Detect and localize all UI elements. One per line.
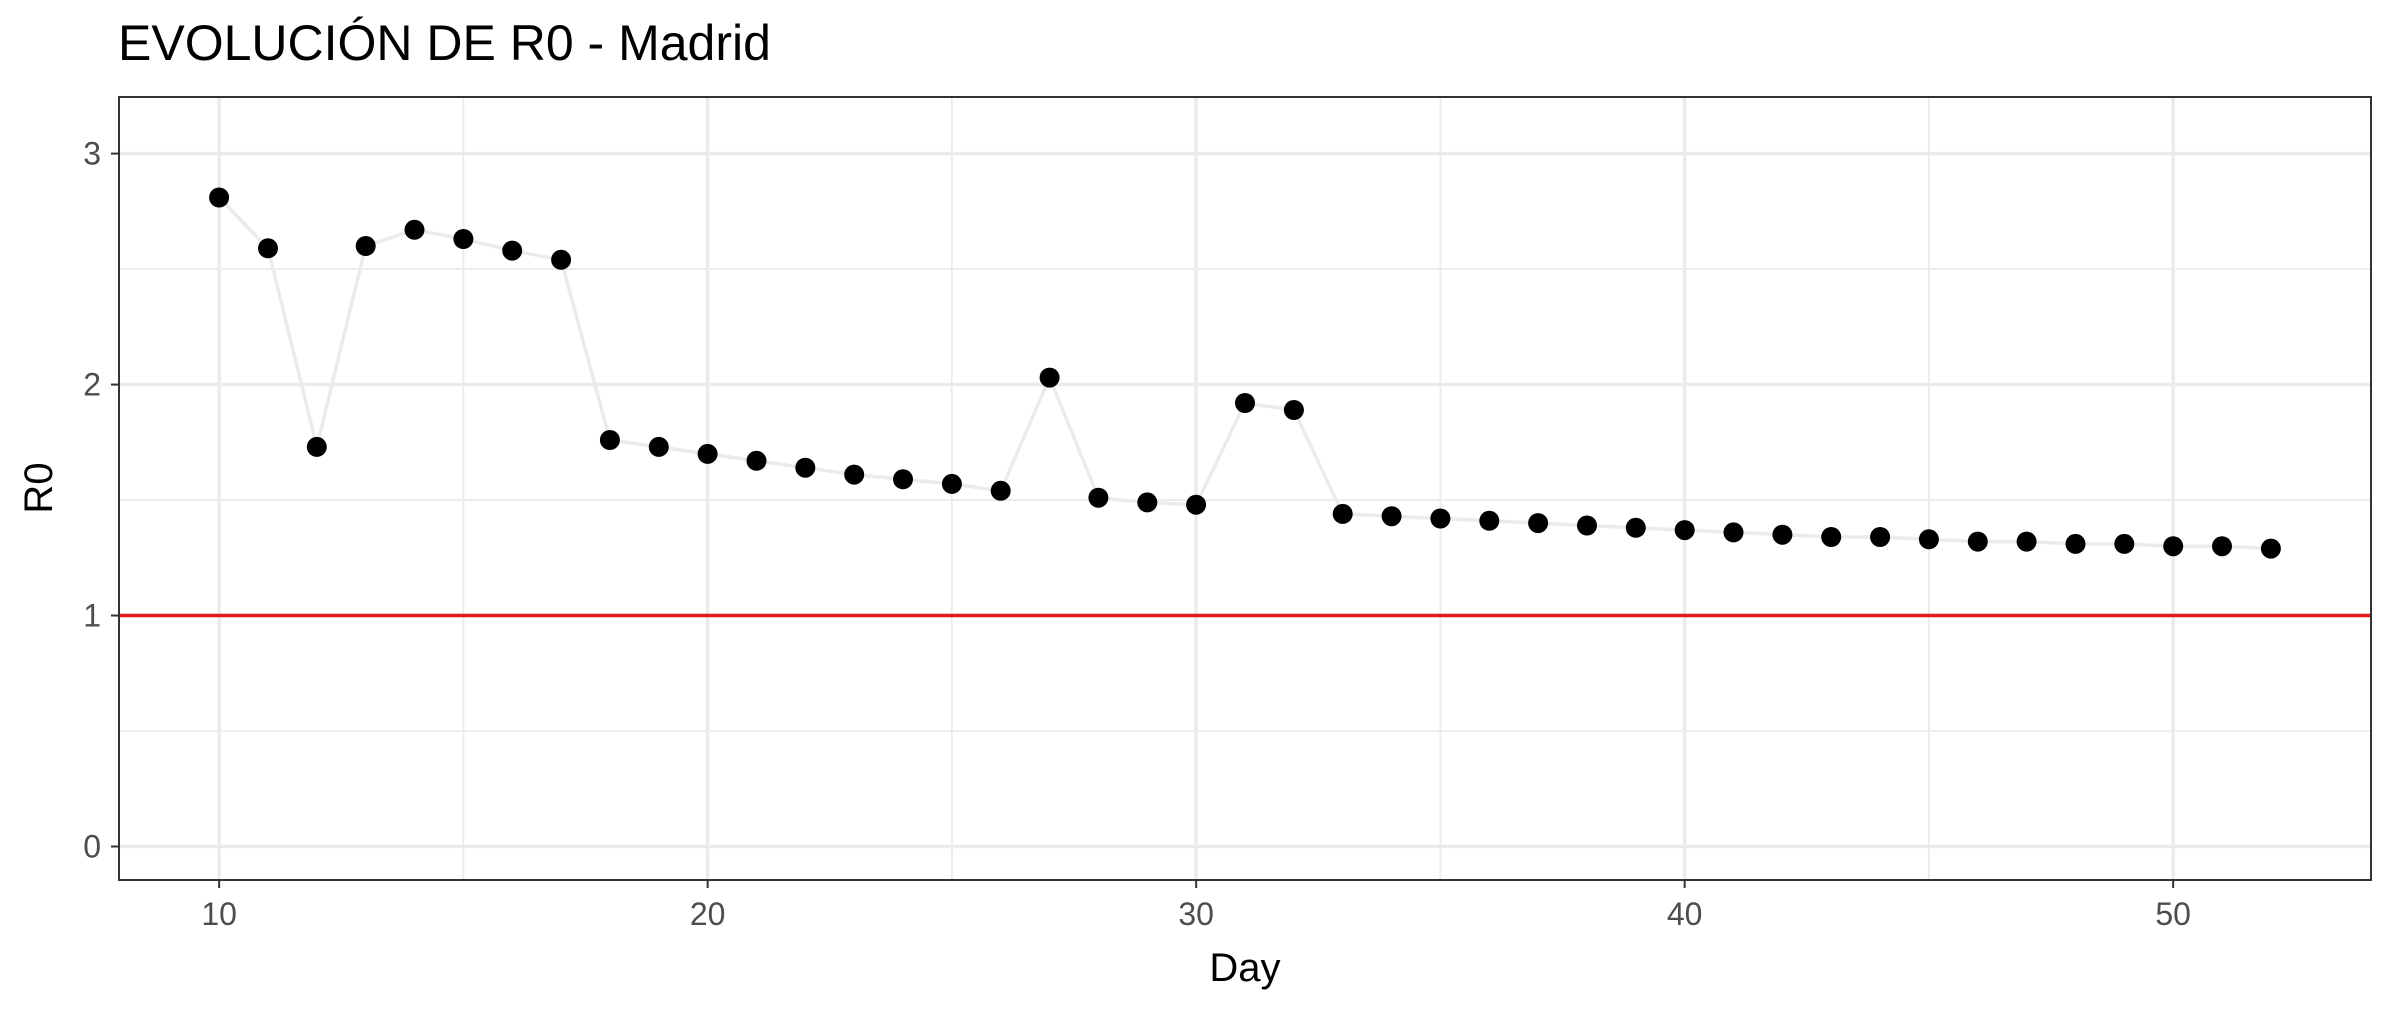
chart-title: EVOLUCIÓN DE R0 - Madrid bbox=[118, 15, 771, 71]
data-point bbox=[551, 249, 572, 270]
data-point bbox=[1870, 527, 1891, 547]
data-point bbox=[502, 240, 523, 261]
data-point bbox=[209, 187, 230, 208]
data-point bbox=[1918, 529, 1939, 550]
data-point bbox=[1088, 487, 1109, 508]
data-point bbox=[1479, 510, 1500, 531]
x-tick-label: 40 bbox=[1667, 896, 1703, 932]
data-point bbox=[1967, 531, 1988, 552]
y-tick-label: 3 bbox=[83, 136, 101, 172]
data-point bbox=[795, 457, 816, 478]
data-point bbox=[2016, 531, 2037, 552]
data-point bbox=[746, 450, 767, 471]
data-point bbox=[2212, 536, 2232, 557]
data-point bbox=[1332, 503, 1353, 524]
data-point bbox=[1821, 527, 1842, 547]
data-point bbox=[599, 430, 620, 450]
y-tick-label: 1 bbox=[83, 598, 101, 634]
data-point bbox=[990, 480, 1011, 501]
data-point bbox=[1430, 508, 1451, 529]
data-point bbox=[2163, 536, 2184, 557]
data-point bbox=[355, 236, 376, 256]
data-point bbox=[1723, 522, 1744, 543]
panel-border bbox=[118, 96, 2372, 881]
data-point bbox=[1772, 524, 1793, 545]
y-tick-label: 2 bbox=[83, 367, 101, 403]
x-axis-title: Day bbox=[1209, 946, 1280, 990]
data-point bbox=[844, 464, 865, 485]
data-point bbox=[1235, 393, 1255, 413]
data-point bbox=[648, 436, 669, 457]
data-point bbox=[893, 469, 913, 490]
data-point bbox=[1137, 492, 1158, 513]
data-point bbox=[697, 443, 718, 464]
data-point bbox=[2260, 538, 2281, 559]
data-point bbox=[1381, 506, 1402, 527]
y-tick-label: 0 bbox=[83, 829, 101, 865]
data-point bbox=[404, 219, 425, 240]
data-point bbox=[453, 229, 474, 249]
x-tick-label: 50 bbox=[2155, 896, 2191, 932]
axis-ticks: 10 20 30 40 50 0 1 2 3 bbox=[83, 136, 2191, 932]
x-tick-label: 20 bbox=[690, 896, 726, 932]
data-point bbox=[1674, 520, 1695, 541]
data-point bbox=[1039, 367, 1060, 388]
data-points bbox=[209, 187, 2281, 559]
data-point bbox=[258, 238, 278, 259]
x-tick-label: 30 bbox=[1178, 896, 1214, 932]
data-point bbox=[941, 473, 962, 494]
data-point bbox=[1577, 515, 1597, 536]
x-tick-label: 10 bbox=[201, 896, 237, 932]
data-point bbox=[1625, 517, 1646, 538]
data-point bbox=[1528, 513, 1549, 534]
y-axis-title: R0 bbox=[17, 462, 61, 513]
data-point bbox=[2114, 533, 2135, 554]
data-point bbox=[1186, 494, 1207, 515]
data-point bbox=[1283, 400, 1304, 420]
data-point bbox=[306, 436, 327, 457]
data-point bbox=[2065, 533, 2086, 554]
